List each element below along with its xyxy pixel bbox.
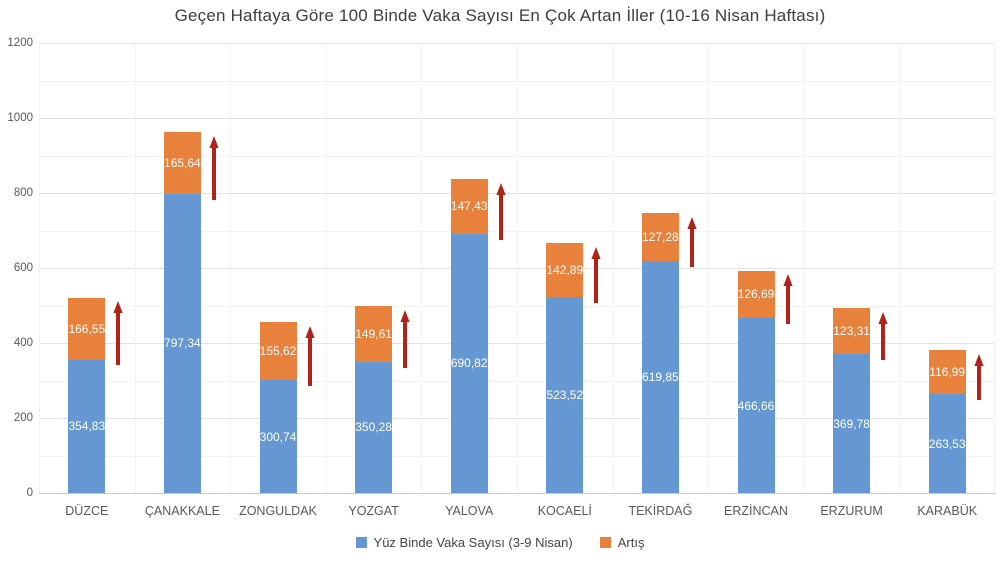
bar-segment-base [68,359,106,493]
increase-arrow-icon [304,325,315,386]
bar-label-base: 690,82 [450,356,488,371]
bar-segment-base [546,296,584,493]
gridline-v [804,43,805,493]
x-axis-label: YALOVA [445,504,494,518]
bar-label-base: 300,74 [259,429,297,444]
x-axis-label: ERZURUM [820,504,883,518]
bar-segment-base [355,361,393,493]
y-tick-label: 400 [13,337,33,349]
bar-segment-increase [355,305,393,362]
y-tick-label: 800 [13,187,33,199]
bar-segment-base [641,260,679,493]
increase-arrow-icon [687,216,697,267]
bar-label-increase: 166,55 [68,321,106,336]
x-axis-label: TEKİRDAĞ [628,504,693,518]
y-tick-label: 0 [26,487,33,499]
x-axis-label: KARABÜK [917,504,978,518]
increase-arrow-icon [209,135,219,200]
increase-arrow-icon [878,312,888,361]
legend-label-base: Yüz Binde Vaka Sayısı (3-9 Nisan) [373,535,573,550]
legend-swatch-blue-icon [355,537,367,548]
bar-segment-base [259,380,297,493]
gridline-v [326,43,327,493]
increase-arrow-icon [113,301,123,366]
increase-arrow-icon [782,274,793,325]
legend-item-increase: Artış [599,535,645,550]
y-tick-label: 1000 [7,112,33,124]
bar-segment-increase [450,178,488,234]
increase-arrow-icon [400,309,410,368]
legend-swatch-orange-icon [599,537,611,548]
legend-item-base: Yüz Binde Vaka Sayısı (3-9 Nisan) [355,535,573,550]
y-tick-label: 600 [13,262,33,274]
x-axis-label: ERZİNCAN [724,504,788,518]
bar-label-base: 619,85 [642,369,679,384]
bar-segment-increase [737,270,775,319]
bar-label-increase: 142,89 [546,262,584,277]
bar-segment-increase [928,350,966,395]
increase-arrow-icon [496,182,506,240]
increase-arrow-icon [974,354,984,401]
x-axis-label: KOCAELİ [537,504,592,518]
bar-segment-increase [163,131,201,194]
plot-area: 354,83 166,55 797,34 165,64 300,74 155,62 350,… [39,43,995,494]
gridline-v [230,43,231,493]
bar-label-base: 369,78 [833,416,870,431]
gridline-v [421,43,422,493]
bar-segment-base [928,394,966,493]
legend: Yüz Binde Vaka Sayısı (3-9 Nisan) Artış [0,535,1000,550]
bar-segment-base [833,354,871,493]
gridline-v [613,43,614,493]
bar-label-base: 350,28 [355,420,392,435]
bar-segment-base [450,233,488,493]
bar-label-increase: 149,61 [355,326,392,341]
bar-label-increase: 126,69 [737,287,775,302]
x-axis-label: DÜZCE [65,504,109,518]
gridline-v [135,43,136,493]
bar-label-base: 523,52 [546,387,584,402]
increase-arrow-icon [591,247,601,304]
gridline-v [39,43,40,493]
bar-segment-increase [68,297,106,360]
bar-label-increase: 147,43 [450,199,488,214]
chart-title: Geçen Haftaya Göre 100 Binde Vaka Sayısı… [174,6,826,25]
bar-segment-base [163,194,201,493]
bar-segment-base [737,318,775,493]
bar-label-increase: 155,62 [259,344,297,359]
gridline-v [994,43,995,493]
y-tick-label: 1200 [7,37,33,49]
x-axis-label: YOZGAT [348,504,399,518]
bar-label-increase: 116,99 [929,365,966,380]
bar-label-increase: 165,64 [164,155,201,170]
bar-label-increase: 123,31 [833,324,870,339]
x-axis-label: ÇANAKKALE [144,504,220,518]
bar-segment-increase [546,243,584,297]
y-tick-label: 200 [13,412,33,424]
bar-label-base: 797,34 [164,336,201,351]
x-axis-label: ZONGULDAK [239,504,317,518]
bar-segment-increase [833,308,871,355]
legend-label-increase: Artış [617,535,645,550]
bar-label-increase: 127,28 [642,229,679,244]
bar-label-base: 263,53 [928,436,966,451]
bar-label-base: 354,83 [68,419,106,434]
gridline-v [517,43,518,493]
bar-label-base: 466,66 [737,398,775,413]
bar-segment-increase [259,321,297,381]
bar-segment-increase [641,212,679,261]
gridline-v [708,43,709,493]
gridline-v [899,43,900,493]
